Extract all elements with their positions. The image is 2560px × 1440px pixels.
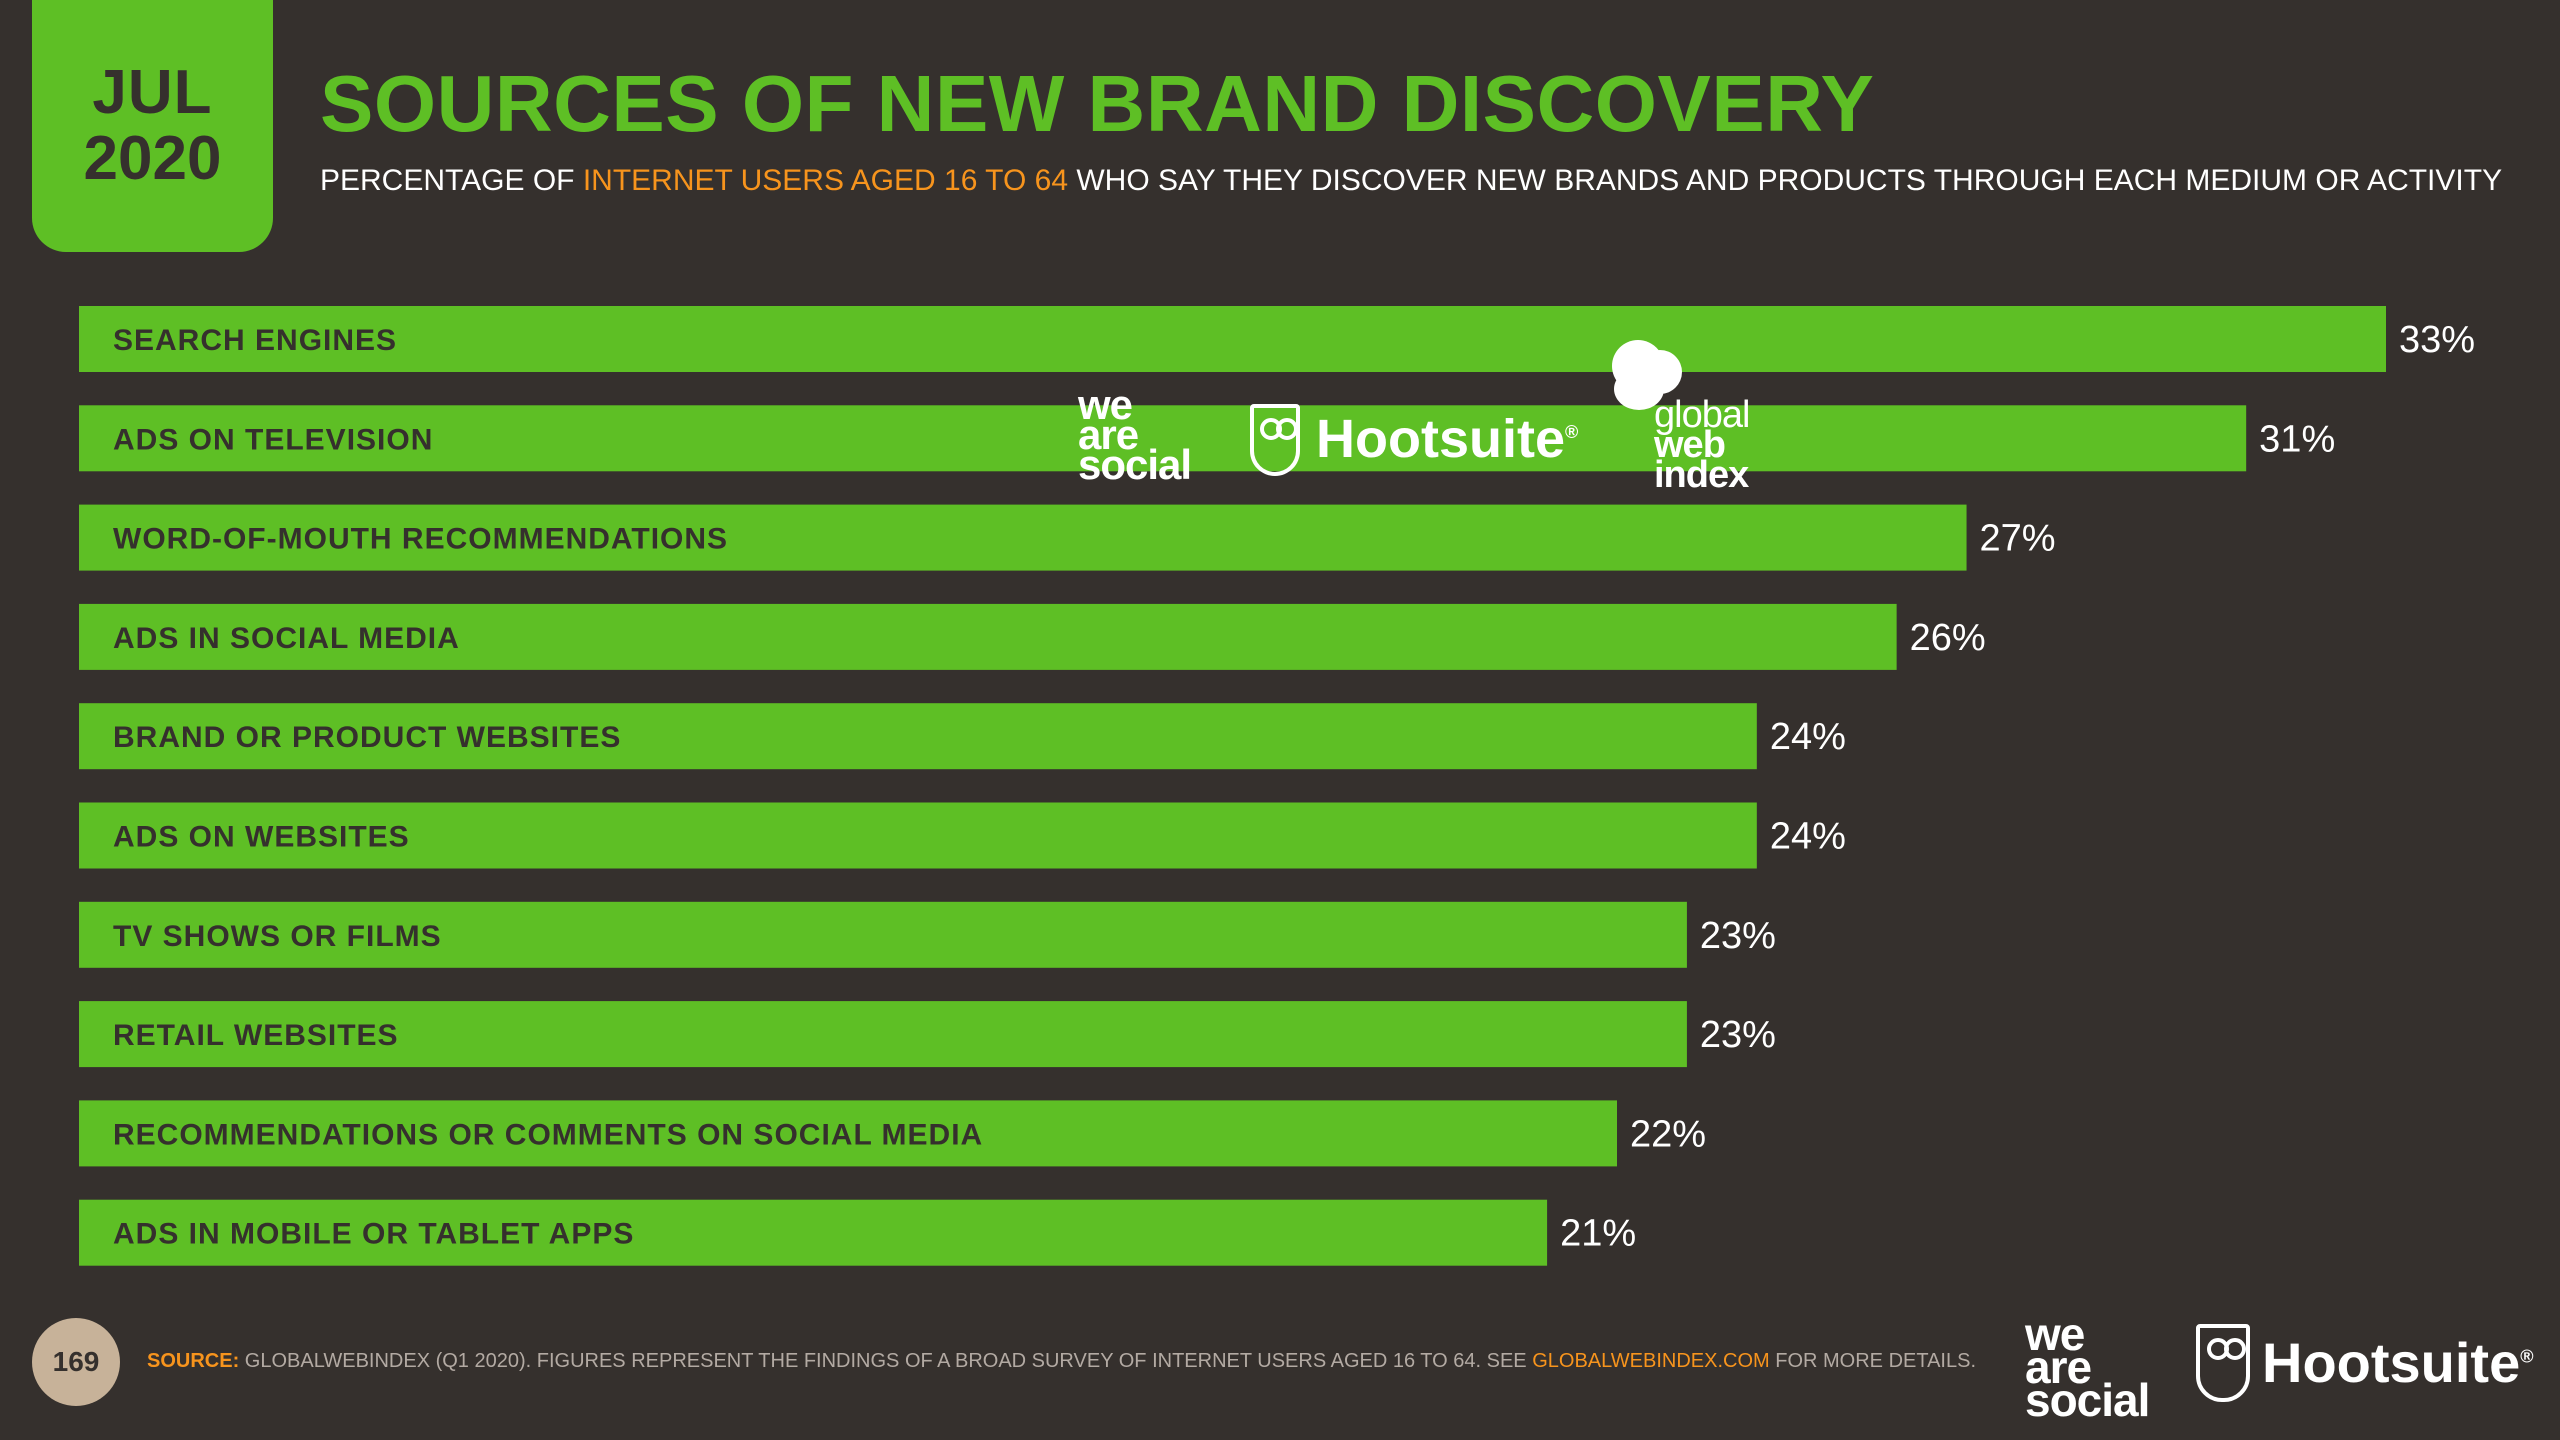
logo-word-we: we bbox=[1078, 381, 1133, 428]
bar-category-label: ADS IN MOBILE OR TABLET APPS bbox=[113, 1218, 634, 1251]
hootsuite-logo: Hootsuite® bbox=[2262, 1330, 2533, 1395]
page-title: SOURCES OF NEW BRAND DISCOVERY bbox=[320, 59, 1875, 148]
bar-category-label: TV SHOWS OR FILMS bbox=[113, 920, 442, 953]
bar-group: ADS IN MOBILE OR TABLET APPS 21% bbox=[79, 1199, 1636, 1266]
bar bbox=[79, 405, 2247, 472]
bar bbox=[79, 1100, 1617, 1167]
hootsuite-wordmark: Hootsuite bbox=[1316, 409, 1565, 469]
bar bbox=[79, 1001, 1687, 1068]
logo-word-social: social bbox=[1078, 441, 1192, 488]
bar-value-label: 23% bbox=[1700, 1014, 1776, 1056]
subtitle-highlight: INTERNET USERS AGED 16 TO 64 bbox=[582, 164, 1068, 197]
page-subtitle: PERCENTAGE OF INTERNET USERS AGED 16 TO … bbox=[320, 164, 2502, 198]
bar-category-label: ADS ON WEBSITES bbox=[113, 821, 410, 854]
bar-value-label: 21% bbox=[1560, 1213, 1636, 1255]
subtitle-pre: PERCENTAGE OF bbox=[320, 164, 575, 197]
logo-word-social: social bbox=[2025, 1374, 2150, 1426]
bar-value-label: 23% bbox=[1700, 915, 1776, 957]
bar-value-label: 31% bbox=[2259, 418, 2335, 460]
bar-category-label: WORD-OF-MOUTH RECOMMENDATIONS bbox=[113, 523, 728, 556]
gwi-word-web: web bbox=[1654, 424, 1726, 466]
bar-value-label: 26% bbox=[1910, 617, 1986, 659]
source-text: GLOBALWEBINDEX (Q1 2020). FIGURES REPRES… bbox=[244, 1350, 1527, 1372]
logo-word-we: we bbox=[2025, 1308, 2085, 1360]
subtitle-post: WHO SAY THEY DISCOVER NEW BRANDS AND PRO… bbox=[1076, 164, 2503, 197]
logo-word-are: are bbox=[2025, 1341, 2092, 1393]
hootsuite-owl-icon bbox=[2196, 1324, 2250, 1402]
bar-category-label: ADS ON TELEVISION bbox=[113, 423, 433, 456]
bar-value-label: 27% bbox=[1980, 518, 2056, 560]
bar-value-label: 33% bbox=[2399, 319, 2475, 361]
bar-group: ADS ON WEBSITES 24% bbox=[79, 802, 1846, 869]
bar-group: TV SHOWS OR FILMS 23% bbox=[79, 901, 1776, 968]
bar bbox=[79, 802, 1757, 869]
bar-category-label: ADS IN SOCIAL MEDIA bbox=[113, 622, 460, 655]
bar bbox=[79, 603, 1897, 670]
page-number: 169 bbox=[32, 1318, 120, 1406]
gwi-word-index: index bbox=[1654, 454, 1749, 496]
hootsuite-wordmark: Hootsuite bbox=[2262, 1331, 2521, 1394]
gwi-cloud-icon-part bbox=[1614, 368, 1664, 410]
bar bbox=[79, 306, 2386, 372]
source-link[interactable]: GLOBALWEBINDEX.COM bbox=[1532, 1350, 1770, 1372]
bar-category-label: BRAND OR PRODUCT WEBSITES bbox=[113, 721, 621, 754]
source-note: SOURCE: GLOBALWEBINDEX (Q1 2020). FIGURE… bbox=[147, 1350, 1976, 1373]
bar-group: BRAND OR PRODUCT WEBSITES 24% bbox=[79, 703, 1846, 770]
logo-word-are: are bbox=[1078, 411, 1139, 458]
we-are-social-logo-watermark: we are social bbox=[1078, 381, 1192, 488]
bar-group: ADS ON TELEVISION 31% bbox=[79, 405, 2335, 472]
registered-mark: ® bbox=[2520, 1346, 2534, 1367]
bar-group: SEARCH ENGINES 33% bbox=[79, 306, 2475, 372]
hootsuite-owl-icon bbox=[1250, 404, 1300, 476]
registered-mark: ® bbox=[1565, 422, 1579, 442]
date-month: JUL bbox=[92, 58, 213, 127]
bar bbox=[79, 703, 1757, 770]
source-label: SOURCE: bbox=[147, 1350, 240, 1372]
date-tab: JUL 2020 bbox=[32, 0, 273, 252]
gwi-logo-watermark: global web index bbox=[1654, 394, 1750, 496]
bar-group: WORD-OF-MOUTH RECOMMENDATIONS 27% bbox=[79, 504, 2056, 571]
gwi-word-global: global bbox=[1654, 394, 1750, 436]
bar-category-label: RETAIL WEBSITES bbox=[113, 1019, 399, 1052]
bar bbox=[79, 1199, 1548, 1266]
bar-value-label: 24% bbox=[1770, 716, 1846, 758]
bar-group: RETAIL WEBSITES 23% bbox=[79, 1001, 1776, 1068]
bar-value-label: 24% bbox=[1770, 816, 1846, 858]
bar-category-label: RECOMMENDATIONS OR COMMENTS ON SOCIAL ME… bbox=[113, 1118, 983, 1151]
date-year: 2020 bbox=[83, 124, 222, 193]
bar bbox=[79, 901, 1687, 968]
bar-group: ADS IN SOCIAL MEDIA 26% bbox=[79, 603, 1986, 670]
bar-group: RECOMMENDATIONS OR COMMENTS ON SOCIAL ME… bbox=[79, 1100, 1706, 1167]
bar-category-label: SEARCH ENGINES bbox=[113, 324, 397, 357]
we-are-social-logo: we are social bbox=[2025, 1308, 2150, 1426]
bar bbox=[79, 504, 1967, 571]
source-tail: FOR MORE DETAILS. bbox=[1775, 1350, 1976, 1372]
hootsuite-logo-watermark: Hootsuite® bbox=[1316, 408, 1578, 470]
bar-value-label: 22% bbox=[1630, 1113, 1706, 1155]
